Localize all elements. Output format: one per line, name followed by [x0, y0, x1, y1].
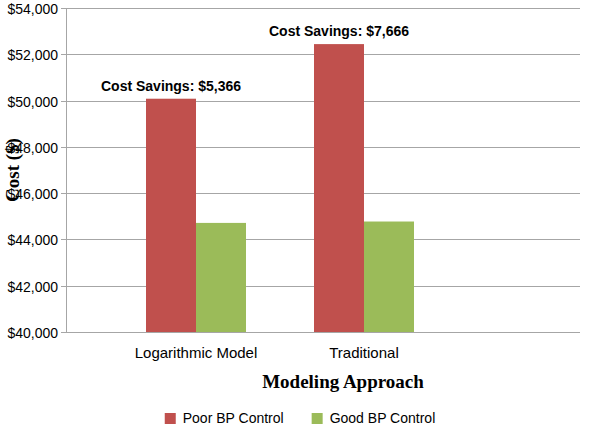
tick-mark — [61, 101, 66, 102]
y-tick-label: $50,000 — [7, 94, 58, 110]
y-tick-label: $44,000 — [7, 232, 58, 248]
legend-swatch — [165, 413, 176, 424]
bar — [146, 99, 196, 332]
bar — [196, 223, 246, 332]
chart-svg: $40,000$42,000$44,000$46,000$48,000$50,0… — [0, 0, 600, 437]
y-axis-title: Cost ($) — [2, 138, 24, 202]
tick-mark — [61, 286, 66, 287]
tick-mark — [61, 193, 66, 194]
tick-mark — [61, 8, 66, 9]
y-tick-label: $42,000 — [7, 279, 58, 295]
y-tick-label: $54,000 — [7, 1, 58, 17]
annotation: Cost Savings: $7,666 — [269, 23, 409, 39]
y-axis-line — [66, 8, 67, 332]
x-tick-label: Traditional — [329, 344, 398, 361]
legend: Poor BP Control Good BP Control — [165, 410, 436, 426]
grid-line — [66, 332, 580, 333]
bar — [364, 222, 414, 332]
x-tick-label: Logarithmic Model — [135, 344, 258, 361]
tick-mark — [61, 54, 66, 55]
y-tick-label: $40,000 — [7, 325, 58, 341]
legend-label: Poor BP Control — [183, 410, 284, 426]
grid — [61, 9, 580, 333]
bar — [314, 44, 364, 332]
tick-mark — [61, 147, 66, 148]
x-axis-title: Modeling Approach — [262, 371, 424, 392]
chart-container: $40,000$42,000$44,000$46,000$48,000$50,0… — [0, 0, 600, 437]
tick-mark — [61, 239, 66, 240]
legend-label: Good BP Control — [330, 410, 436, 426]
legend-swatch — [312, 413, 323, 424]
y-tick-label: $52,000 — [7, 47, 58, 63]
grid-line — [66, 8, 580, 9]
annotation: Cost Savings: $5,366 — [101, 78, 241, 94]
tick-mark — [61, 332, 66, 333]
